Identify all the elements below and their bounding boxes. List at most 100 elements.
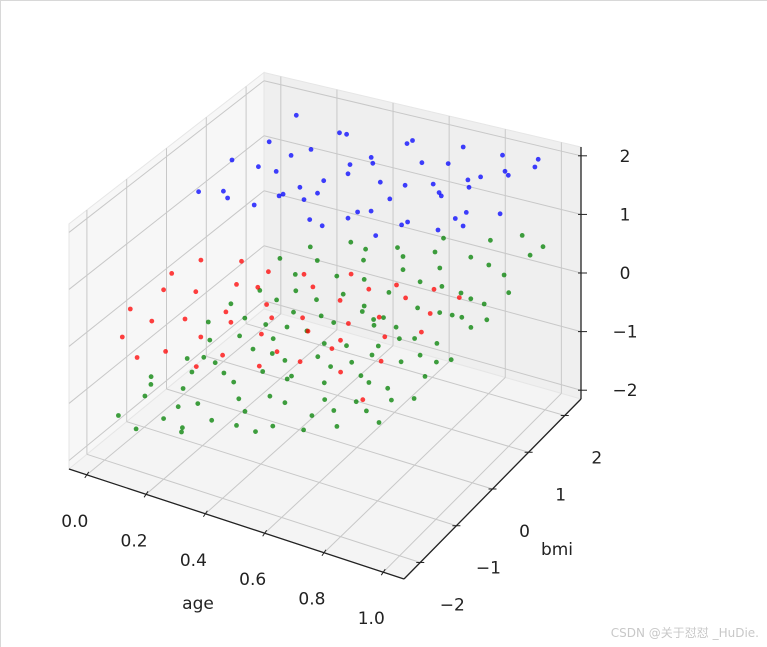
- data-point-green: [179, 429, 184, 435]
- data-point-green: [270, 423, 276, 429]
- data-point-green: [307, 244, 313, 250]
- data-point-blue: [404, 141, 410, 147]
- data-point-blue: [229, 157, 235, 163]
- data-point-green: [212, 360, 218, 366]
- z-tick-label: −1: [612, 323, 637, 343]
- x-axis-line: [68, 468, 405, 580]
- data-point-green: [148, 382, 154, 387]
- data-point-green: [389, 397, 394, 403]
- data-point-red: [198, 334, 204, 340]
- data-point-red: [274, 349, 280, 355]
- data-point-blue: [368, 155, 374, 160]
- gridline-z: [263, 80, 582, 157]
- x-axis-label: age: [182, 594, 214, 614]
- data-point-blue: [276, 193, 282, 199]
- data-point-green: [221, 370, 227, 376]
- data-point-green: [439, 284, 445, 289]
- data-point-green: [353, 399, 359, 405]
- data-point-red: [234, 282, 239, 287]
- data-point-green: [301, 427, 306, 433]
- data-point-red: [338, 369, 343, 375]
- data-point-green: [293, 288, 299, 294]
- data-point-blue: [308, 147, 314, 152]
- data-point-green: [361, 257, 366, 263]
- data-point-red: [169, 271, 175, 276]
- data-point-red: [300, 315, 305, 321]
- x-tick: [143, 491, 149, 498]
- data-point-green: [381, 315, 386, 320]
- data-point-green: [395, 245, 400, 251]
- data-point-green: [334, 273, 340, 279]
- z-tick-label: 0: [620, 264, 631, 284]
- data-point-red: [134, 355, 140, 360]
- gridline-z: [68, 300, 265, 461]
- data-point-red: [346, 321, 351, 326]
- data-point-green: [540, 244, 546, 250]
- data-point-blue: [478, 174, 483, 180]
- data-point-blue: [535, 156, 541, 162]
- data-point-red: [255, 284, 261, 290]
- data-point-green: [458, 290, 464, 296]
- data-point-blue: [355, 209, 360, 215]
- data-point-red: [456, 295, 462, 300]
- data-point-blue: [368, 208, 374, 214]
- data-point-green: [371, 322, 377, 328]
- data-point-green: [400, 254, 406, 259]
- data-point-green: [116, 413, 121, 418]
- data-point-blue: [345, 171, 351, 177]
- data-point-blue: [321, 178, 327, 184]
- data-point-blue: [445, 161, 451, 167]
- data-point-blue: [497, 211, 503, 217]
- data-point-blue: [319, 223, 325, 229]
- data-point-green: [250, 346, 256, 352]
- data-point-green: [349, 359, 355, 365]
- data-point-blue: [301, 197, 307, 203]
- data-points: [116, 112, 546, 435]
- data-point-green: [237, 333, 243, 339]
- data-point-blue: [251, 202, 257, 208]
- data-point-blue: [405, 219, 410, 225]
- data-point-green: [501, 272, 507, 278]
- gridline-bmi: [166, 388, 493, 490]
- data-point-red: [376, 314, 382, 320]
- data-point-blue: [347, 162, 353, 168]
- data-point-blue: [273, 169, 279, 174]
- data-point-green: [376, 420, 382, 425]
- gridline-bmi: [126, 421, 457, 527]
- x-tick-label: 1.0: [358, 609, 385, 629]
- data-point-red: [161, 287, 167, 293]
- gridline-bmi: [245, 323, 565, 417]
- data-point-blue: [221, 188, 226, 194]
- y-tick-label: −2: [440, 595, 465, 615]
- data-point-blue: [532, 164, 538, 170]
- data-point-green: [314, 297, 319, 303]
- data-point-green: [344, 343, 349, 349]
- data-point-green: [231, 379, 237, 385]
- data-point-green: [488, 237, 493, 243]
- data-point-green: [369, 352, 375, 358]
- data-point-green: [189, 369, 195, 375]
- data-point-green: [142, 393, 148, 399]
- gridline-z: [68, 245, 265, 404]
- data-point-green: [417, 352, 423, 358]
- x-tick-label: 0.6: [239, 570, 266, 590]
- data-point-red: [329, 346, 335, 351]
- data-point-green: [481, 301, 487, 307]
- data-point-green: [437, 310, 443, 315]
- data-point-green: [242, 315, 248, 321]
- data-point-red: [182, 316, 188, 322]
- data-point-green: [209, 417, 215, 423]
- x-tick: [262, 529, 268, 537]
- data-point-green: [253, 429, 258, 434]
- data-point-green: [161, 416, 167, 421]
- data-point-green: [274, 297, 279, 303]
- data-point-blue: [419, 160, 425, 166]
- data-point-blue: [315, 190, 320, 196]
- data-point-green: [398, 359, 404, 365]
- z-tick-label: 1: [620, 205, 631, 225]
- data-point-red: [297, 359, 303, 365]
- data-point-green: [486, 262, 492, 268]
- data-point-red: [264, 302, 269, 307]
- data-point-green: [201, 354, 207, 360]
- y-tick-label: 0: [519, 522, 530, 542]
